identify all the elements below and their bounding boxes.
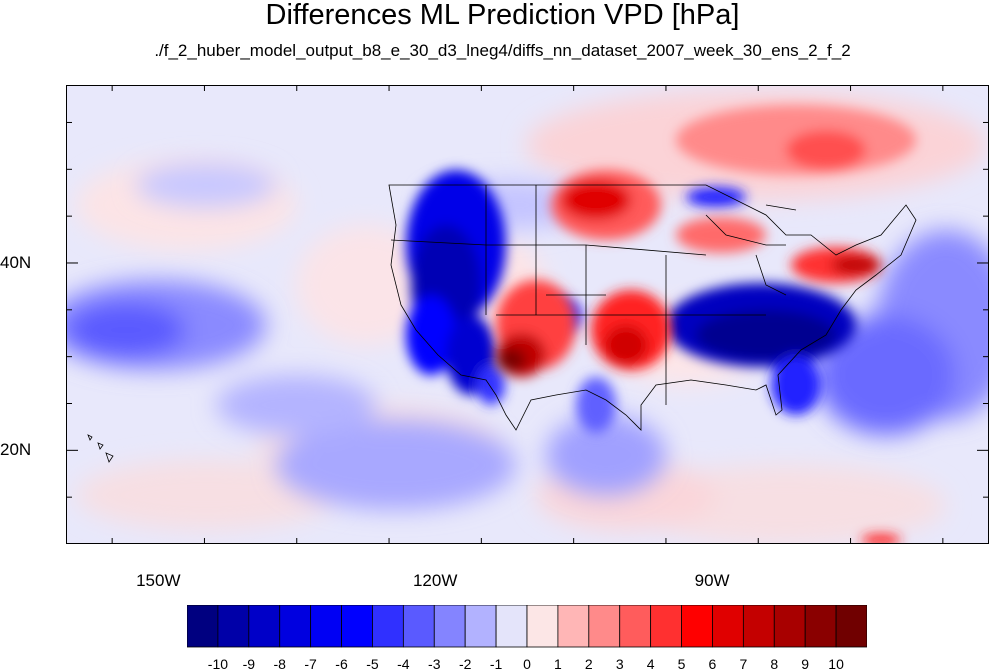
colorbar-label: -8 — [273, 656, 286, 672]
lon-tick-label: 120W — [412, 571, 458, 590]
plot-title: Differences ML Prediction VPD [hPa] — [265, 0, 740, 31]
colorbar-label: 8 — [770, 656, 779, 672]
colorbar-label: 1 — [554, 656, 562, 672]
colorbar-label: -4 — [397, 656, 410, 672]
colorbar-label: 2 — [584, 656, 593, 672]
colorbar-swatch — [248, 605, 281, 648]
colorbar-label: -2 — [458, 656, 472, 672]
colorbar-swatch — [588, 605, 621, 648]
colorbar-label: 6 — [708, 656, 717, 672]
lon-tick-label: 90W — [694, 571, 730, 590]
map-frame — [66, 85, 989, 544]
colorbar-label: 10 — [828, 656, 844, 672]
hawaii-islands — [87, 434, 114, 463]
colorbar — [187, 605, 867, 648]
colorbar-label: -6 — [335, 656, 348, 672]
lat-tick-label: 20N — [0, 440, 32, 460]
colorbar-label: -1 — [489, 656, 503, 672]
lat-tick-label: 40N — [0, 252, 32, 272]
colorbar-swatch — [681, 605, 713, 648]
colorbar-swatch — [217, 605, 250, 648]
colorbar-swatch — [557, 605, 590, 648]
coastlines-borders — [388, 184, 917, 431]
colorbar-label: 3 — [615, 656, 624, 672]
colorbar-swatch — [835, 605, 867, 648]
colorbar-label: -7 — [304, 656, 317, 672]
plot-subtitle: ./f_2_huber_model_output_b8_e_30_d3_lneg… — [154, 41, 851, 60]
colorbar-label: 5 — [677, 656, 686, 672]
colorbar-swatch — [310, 605, 342, 648]
colorbar-label: -3 — [428, 656, 441, 672]
colorbar-swatch — [279, 605, 312, 648]
colorbar-label: -5 — [366, 656, 379, 672]
colorbar-swatch — [712, 605, 744, 648]
colorbar-swatch — [526, 605, 559, 648]
colorbar-swatch — [495, 605, 528, 648]
negative-field-layer — [66, 163, 989, 510]
lon-tick-label: 150W — [136, 571, 181, 590]
colorbar-swatch — [372, 605, 404, 648]
colorbar-swatch — [402, 605, 435, 648]
colorbar-label: 7 — [739, 656, 748, 672]
colorbar-label: -10 — [207, 656, 229, 672]
colorbar-swatch — [804, 605, 837, 648]
colorbar-swatch — [187, 605, 219, 648]
colorbar-swatch — [433, 605, 466, 648]
colorbar-swatch — [341, 605, 373, 648]
colorbar-swatch — [773, 605, 806, 648]
vpd-difference-map — [66, 85, 989, 544]
colorbar-swatch — [619, 605, 652, 648]
colorbar-swatch — [464, 605, 497, 648]
colorbar-swatch — [650, 605, 682, 648]
colorbar-label: 9 — [801, 656, 810, 672]
map-ticks — [66, 85, 989, 544]
colorbar-label: 0 — [523, 656, 531, 672]
positive-field-layer — [496, 105, 916, 544]
colorbar-label: 4 — [646, 656, 655, 672]
colorbar-label: -9 — [242, 656, 256, 672]
colorbar-swatch — [742, 605, 775, 648]
